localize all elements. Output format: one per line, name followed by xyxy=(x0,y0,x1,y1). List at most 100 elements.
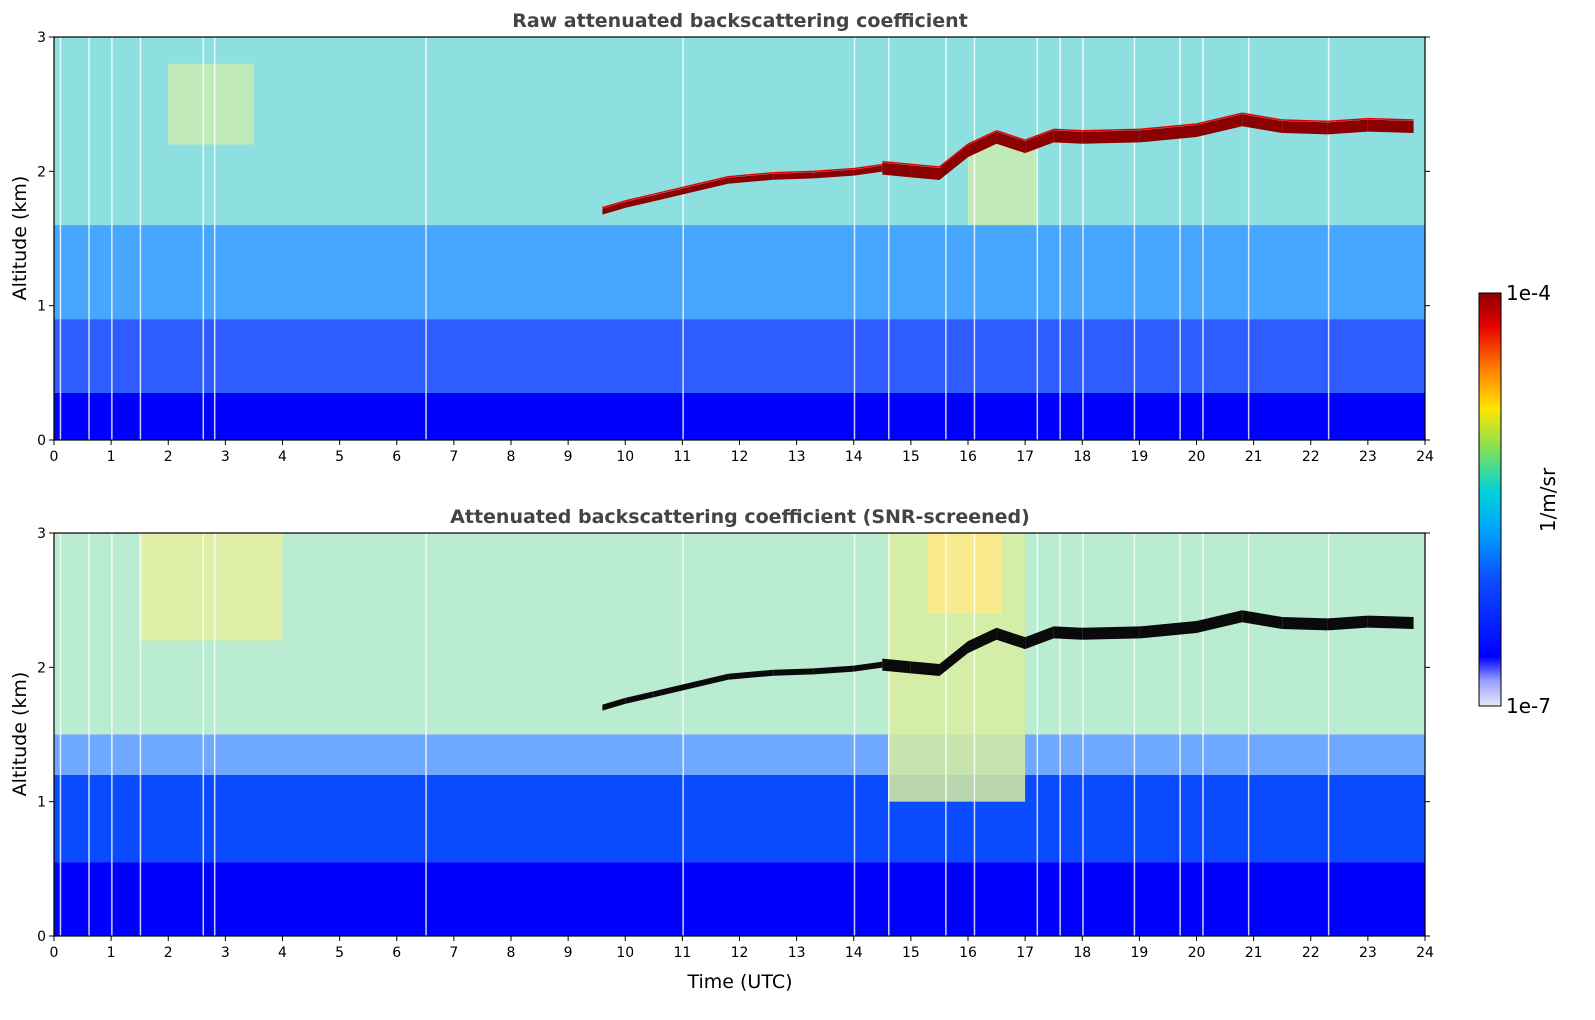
background-band xyxy=(54,862,1425,936)
cloud-layer-segment xyxy=(968,131,997,158)
cloud-layer-segment xyxy=(1196,610,1243,634)
x-tick-label: 4 xyxy=(278,945,287,961)
cloud-layer-segment xyxy=(853,165,883,176)
cloud-layer-segment xyxy=(728,669,774,680)
x-tick-label: 23 xyxy=(1359,449,1377,465)
data-gap xyxy=(1036,37,1039,440)
x-tick-label: 13 xyxy=(788,945,806,961)
x-tick-label: 24 xyxy=(1416,945,1434,961)
x-tick-label: 15 xyxy=(902,945,920,961)
cloud-layer-edge xyxy=(1196,112,1243,125)
data-gap xyxy=(973,533,976,936)
cloud-layer-edge xyxy=(1139,123,1197,131)
cloud-layer-segment xyxy=(1282,617,1328,631)
y-tick-label: 2 xyxy=(37,164,46,180)
cloud-layer-segment xyxy=(1367,615,1414,630)
panel2-y-axis-label: Altitude (km) xyxy=(9,672,31,797)
x-tick-label: 16 xyxy=(959,945,977,961)
x-tick-label: 9 xyxy=(564,449,573,465)
cloud-layer-edge xyxy=(653,176,729,195)
data-gap xyxy=(1327,533,1330,936)
cloud-layer-segment xyxy=(602,201,626,215)
cloud-layer-segment xyxy=(1367,119,1414,134)
panel2-title: Attenuated backscattering coefficient (S… xyxy=(450,506,1030,528)
x-tick-label: 8 xyxy=(507,449,516,465)
data-gap xyxy=(945,37,947,440)
x-tick-label: 17 xyxy=(1016,449,1034,465)
data-gap xyxy=(1133,533,1136,936)
x-tick-label: 21 xyxy=(1245,945,1263,961)
x-tick-label: 6 xyxy=(392,945,401,961)
data-gap xyxy=(1327,37,1330,440)
cloud-layer-segment xyxy=(1139,125,1197,143)
cloud-layer-segment xyxy=(1196,114,1243,138)
data-gap xyxy=(111,37,113,440)
y-tick-label: 0 xyxy=(37,433,46,449)
x-tick-label: 7 xyxy=(449,449,458,465)
background-band xyxy=(54,774,1425,863)
y-tick-label: 1 xyxy=(37,795,46,811)
x-tick-label: 0 xyxy=(50,945,59,961)
cloud-layer-edge xyxy=(625,193,654,202)
cloud-layer-segment xyxy=(996,627,1026,650)
data-gap xyxy=(888,37,890,440)
x-tick-label: 17 xyxy=(1016,945,1034,961)
cloud-layer-edge xyxy=(602,200,626,209)
cloud-layer-edge xyxy=(1282,119,1328,123)
data-gap xyxy=(1059,37,1061,440)
cloud-layer-segment xyxy=(968,627,997,654)
x-tick-label: 23 xyxy=(1359,945,1377,961)
data-gap xyxy=(1133,37,1136,440)
data-gap xyxy=(682,533,684,936)
cloud-layer-segment xyxy=(939,145,968,181)
x-tick-label: 12 xyxy=(731,449,749,465)
x-tick-label: 9 xyxy=(564,945,573,961)
snr-screened-panel: Attenuated backscattering coefficient (S… xyxy=(9,506,1434,993)
raw-backscatter-panel: Raw attenuated backscattering coefficien… xyxy=(9,10,1434,465)
y-tick-label: 0 xyxy=(37,929,46,945)
panel1-title: Raw attenuated backscattering coefficien… xyxy=(512,10,968,32)
cloud-layer-segment xyxy=(1242,610,1283,630)
cloud-layer-segment xyxy=(882,162,911,178)
data-gap xyxy=(425,37,427,440)
data-gap xyxy=(973,37,976,440)
x-tick-label: 18 xyxy=(1073,945,1091,961)
x-tick-label: 20 xyxy=(1188,945,1206,961)
x-tick-label: 22 xyxy=(1302,449,1320,465)
cloud-layer-segment xyxy=(996,131,1026,154)
x-tick-label: 6 xyxy=(392,449,401,465)
data-gap xyxy=(1247,533,1250,936)
x-tick-label: 5 xyxy=(335,449,344,465)
data-gap xyxy=(59,37,62,440)
data-gap xyxy=(88,37,90,440)
cloud-layer-segment xyxy=(910,661,940,677)
data-gap xyxy=(213,533,216,936)
x-tick-label: 11 xyxy=(673,945,691,961)
cloud-layer-segment xyxy=(602,697,626,711)
x-tick-label: 0 xyxy=(50,449,59,465)
cloud-layer-segment xyxy=(728,173,774,184)
data-gap xyxy=(1179,37,1181,440)
cloud-layer-edge xyxy=(1053,128,1083,132)
cloud-layer-segment xyxy=(1327,615,1368,631)
cloud-layer-segment xyxy=(1053,130,1083,144)
cloud-layer-edge xyxy=(1082,128,1140,132)
x-tick-label: 22 xyxy=(1302,945,1320,961)
data-gap xyxy=(59,533,62,936)
cloud-layer-segment xyxy=(813,169,854,179)
cloud-layer-segment xyxy=(1053,626,1083,640)
snr-screened-heatmap xyxy=(54,533,1425,936)
colorbar-min-label: 1e-7 xyxy=(1506,694,1551,718)
panel1-x-ticks: 0 1 2 3 4 5 6 7 8 9 10 11 12 13 14 15 16 17 18 19 20 21 22 23 24 xyxy=(50,440,1434,465)
background-band xyxy=(54,734,1425,775)
data-gap xyxy=(202,533,205,936)
signal-patch xyxy=(139,533,283,641)
cloud-layer-edge xyxy=(996,130,1026,141)
x-tick-label: 13 xyxy=(788,449,806,465)
data-gap xyxy=(139,37,142,440)
cloud-layer-segment xyxy=(853,661,883,672)
cloud-layer-edge xyxy=(773,170,814,174)
data-gap xyxy=(945,533,947,936)
data-gap xyxy=(139,533,142,936)
signal-patch xyxy=(168,63,254,145)
